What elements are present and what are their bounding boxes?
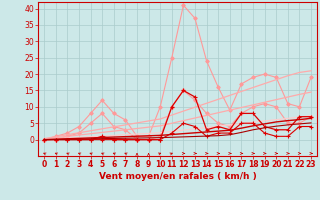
X-axis label: Vent moyen/en rafales ( km/h ): Vent moyen/en rafales ( km/h )	[99, 172, 256, 181]
